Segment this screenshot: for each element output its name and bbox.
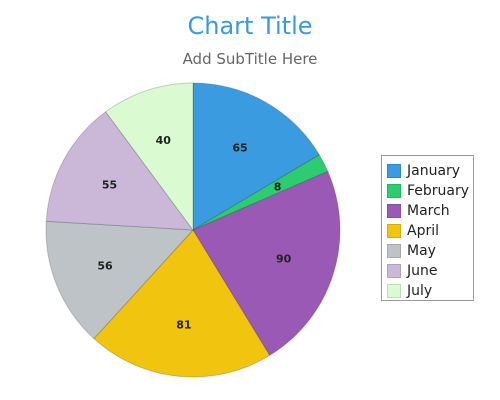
legend-label-january: January: [407, 163, 461, 179]
legend-label-july: July: [407, 283, 433, 299]
chart-title: Chart Title: [187, 12, 313, 40]
legend-label-may: May: [407, 243, 436, 259]
slice-label-january: 65: [232, 141, 247, 154]
legend-item-january[interactable]: January: [387, 161, 473, 181]
legend-swatch-may: [387, 244, 401, 258]
pie-slice-june[interactable]: [45, 111, 195, 231]
pie-slice-may[interactable]: [45, 220, 195, 340]
legend-swatch-july: [387, 284, 401, 298]
pie-slice-march[interactable]: [192, 170, 341, 357]
slice-label-march: 90: [276, 253, 292, 266]
legend-label-april: April: [407, 223, 439, 239]
legend-item-may[interactable]: May: [387, 241, 473, 261]
legend-swatch-june: [387, 264, 401, 278]
legend-swatch-march: [387, 204, 401, 218]
legend: January February March April May June July: [381, 155, 474, 301]
pie-slice-july[interactable]: [104, 82, 194, 232]
slice-label-may: 56: [97, 260, 113, 273]
slice-label-february: 8: [274, 181, 282, 194]
legend-label-february: February: [407, 183, 470, 199]
legend-item-july[interactable]: July: [387, 281, 473, 301]
legend-swatch-february: [387, 184, 401, 198]
legend-swatch-april: [387, 224, 401, 238]
legend-item-april[interactable]: April: [387, 221, 473, 241]
legend-swatch-january: [387, 164, 401, 178]
pie-slice-april[interactable]: [93, 229, 271, 378]
slice-label-july: 40: [156, 134, 172, 147]
slice-label-june: 55: [102, 179, 117, 192]
pie-slice-february[interactable]: [192, 154, 329, 231]
chart-subtitle: Add SubTitle Here: [182, 50, 318, 68]
legend-item-march[interactable]: March: [387, 201, 473, 221]
legend-label-march: March: [407, 203, 450, 219]
slice-label-april: 81: [176, 319, 191, 332]
legend-item-june[interactable]: June: [387, 261, 473, 281]
pie-slice-january[interactable]: [192, 82, 321, 231]
legend-label-june: June: [407, 263, 438, 279]
legend-item-february[interactable]: February: [387, 181, 473, 201]
